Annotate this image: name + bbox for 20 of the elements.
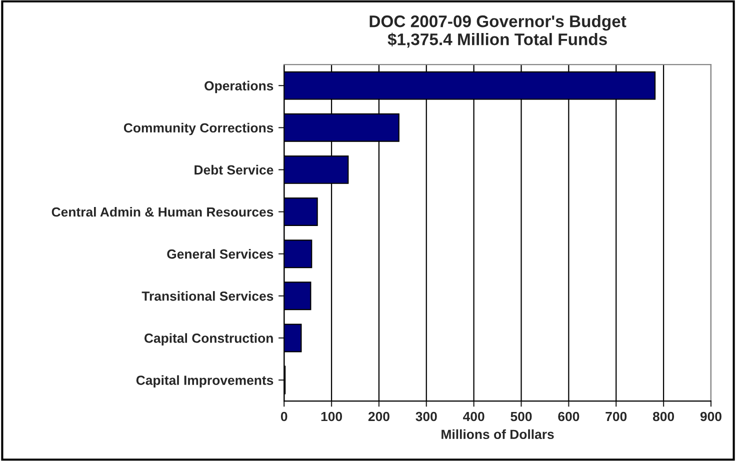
x-tick-label: 300 — [416, 412, 437, 422]
x-tick-label: 100 — [321, 412, 342, 422]
x-tick-label: 200 — [368, 412, 390, 422]
y-tick-label: Operations — [204, 80, 274, 94]
y-tick-label: Community Corrections — [124, 122, 274, 136]
y-tick-label: Capital Improvements — [136, 375, 274, 388]
y-tick-label: Central Admin & Human Resources — [52, 206, 274, 217]
y-tick-label: Capital Construction — [144, 333, 273, 346]
y-tick-label: General Services — [167, 249, 274, 259]
y-tick-label: Transitional Services — [142, 291, 274, 301]
x-tick-label: 800 — [652, 412, 674, 422]
y-tick-label: Debt Service — [194, 164, 274, 175]
x-tick-label: 0 — [280, 412, 288, 422]
x-tick-label: 600 — [558, 412, 580, 422]
x-axis-title: Millions of Dollars — [442, 429, 554, 440]
chart-title: DOC 2007-09 Governor's Budget $1,375.4 Million Total Funds — [370, 14, 626, 48]
x-tick-label: 700 — [606, 412, 627, 422]
x-tick-label: 500 — [510, 412, 532, 422]
x-tick-label: 900 — [700, 412, 722, 422]
x-tick-label: 400 — [463, 412, 484, 422]
